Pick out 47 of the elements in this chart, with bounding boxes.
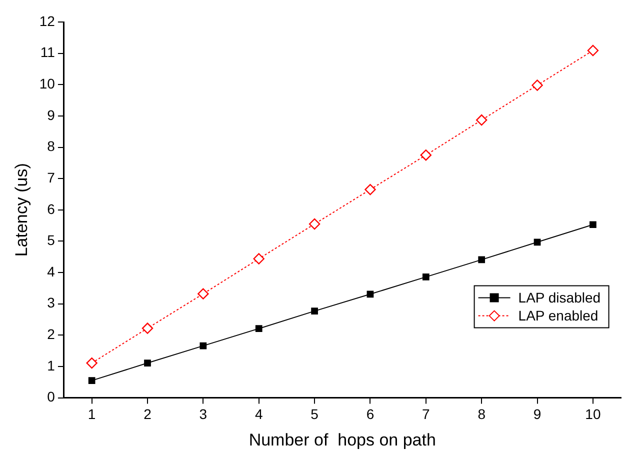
- point: [476, 114, 488, 126]
- point: [587, 44, 599, 56]
- point: [255, 325, 262, 332]
- y-tick-label: 0: [47, 388, 56, 405]
- point: [253, 253, 264, 264]
- point: [532, 80, 543, 91]
- x-tick-label: 2: [144, 406, 152, 422]
- point: [364, 184, 376, 196]
- y-tick-label: 2: [47, 326, 56, 342]
- y-tick-label: 12: [39, 12, 56, 29]
- y-tick-label: 4: [47, 263, 56, 280]
- y-axis-title: Latency (us): [12, 163, 31, 257]
- point: [200, 342, 207, 350]
- x-tick-label: 9: [533, 406, 542, 422]
- point: [478, 256, 486, 264]
- y-tick-label: 7: [47, 169, 56, 186]
- y-tick-label: 10: [39, 75, 56, 92]
- y-tick-label: 11: [40, 44, 56, 60]
- y-tick-label: 6: [47, 200, 56, 217]
- y-tick-label: 9: [47, 106, 56, 123]
- point: [311, 308, 318, 314]
- point: [534, 238, 541, 246]
- point: [142, 322, 154, 334]
- point: [144, 360, 151, 366]
- x-tick-label: 7: [422, 406, 430, 422]
- legend-label: LAP disabled: [518, 290, 601, 306]
- x-tick-label: 10: [585, 406, 601, 422]
- point: [88, 377, 96, 384]
- legend-label: LAP enabled: [518, 308, 598, 324]
- y-tick-label: 5: [47, 232, 56, 248]
- x-tick-label: 4: [254, 406, 263, 422]
- point: [422, 273, 430, 280]
- point: [366, 290, 374, 298]
- point: [308, 218, 320, 230]
- y-tick-label: 8: [47, 138, 56, 154]
- y-tick-label: 3: [47, 294, 56, 311]
- point: [590, 221, 596, 228]
- x-tick-label: 3: [199, 406, 208, 422]
- x-tick-label: 6: [366, 406, 374, 422]
- x-tick-label: 5: [310, 406, 319, 422]
- x-tick-label: 1: [88, 406, 96, 422]
- point: [198, 288, 209, 300]
- x-tick-label: 8: [478, 406, 486, 422]
- point: [86, 357, 98, 369]
- point: [420, 149, 432, 161]
- x-axis-title: Number of hops on path: [248, 430, 436, 450]
- y-tick-label: 1: [47, 357, 56, 374]
